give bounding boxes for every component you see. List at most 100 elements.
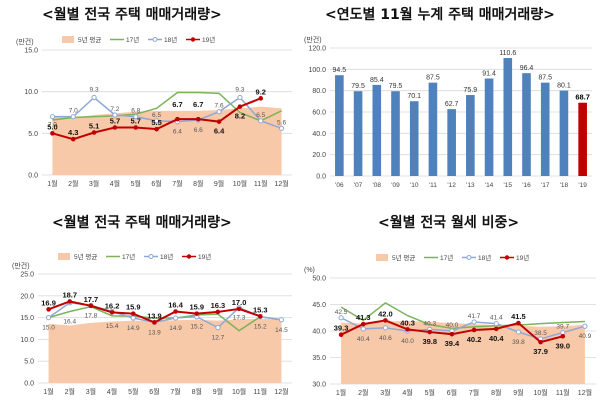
- legend-label: 17년: [126, 35, 139, 44]
- data-label: 15.4: [106, 323, 119, 330]
- y-tick-label: 30.0: [312, 382, 326, 389]
- line-series-18년: [52, 96, 282, 130]
- chart-1-title: <월별 전국 주택 매매거래량>: [42, 7, 222, 23]
- bar-value-label: 79.5: [389, 83, 403, 90]
- bar-'17: [540, 82, 550, 176]
- point-marker: [49, 114, 56, 120]
- x-tick-label: 11월: [253, 387, 267, 396]
- point-marker: [236, 306, 242, 312]
- data-label: 18.7: [62, 290, 77, 299]
- point-marker: [538, 339, 543, 345]
- data-label: 15.9: [126, 303, 141, 312]
- x-tick-label: 3월: [89, 179, 99, 188]
- chart-monthly-transactions-2: (만건) 0.0 5.0 10.0 15.0 20.0 25.0 1월 2월 3월 4월 5월 6월 7월…: [12, 252, 292, 396]
- data-label: 14.9: [127, 325, 140, 332]
- point-marker: [130, 315, 136, 321]
- data-label: 7.2: [110, 106, 119, 113]
- bar-'19: [578, 102, 587, 176]
- y-tick-label: 60.0: [312, 110, 326, 117]
- y-tick-label: 0.0: [24, 381, 34, 388]
- bar-'07: [353, 91, 363, 176]
- data-label: 42.5: [335, 309, 348, 316]
- x-tick-label: 4월: [402, 388, 412, 397]
- bar-'13: [466, 95, 475, 176]
- y-tick-label: 15.0: [20, 315, 34, 322]
- x-tick-label: 12월: [274, 387, 288, 396]
- data-label: 17.0: [232, 298, 247, 307]
- point-marker: [91, 94, 97, 101]
- bar-value-label: 94.5: [333, 67, 347, 74]
- data-label: 5.0: [47, 122, 57, 131]
- y-tick-label: 25.0: [20, 272, 34, 279]
- x-tick-label: 5월: [128, 387, 138, 396]
- data-label: 39.0: [555, 341, 570, 350]
- area-series-5yr-avg: [341, 320, 585, 384]
- data-label: 39.3: [334, 324, 349, 333]
- bar-value-label: 68.7: [575, 93, 590, 102]
- x-tick-label: 6월: [151, 179, 161, 188]
- bar-'14: [484, 78, 494, 176]
- x-tick-label: 10월: [233, 179, 247, 188]
- point-marker: [258, 118, 264, 124]
- x-tick-label: '09: [391, 182, 400, 189]
- data-label: 17.8: [85, 312, 98, 319]
- data-label: 16.4: [63, 318, 76, 325]
- bar-value-label: 70.1: [407, 93, 421, 100]
- y-tick-label: 40.0: [312, 329, 326, 336]
- point-marker: [215, 309, 221, 315]
- point-marker: [516, 320, 521, 326]
- y-tick-label: 45.0: [312, 302, 326, 309]
- point-marker: [45, 315, 52, 321]
- x-tick-label: 5월: [425, 388, 435, 397]
- legend-label: 17년: [122, 252, 135, 261]
- legend-label: 5년 평균: [78, 35, 101, 44]
- data-label: 7.6: [215, 103, 224, 110]
- x-tick-label: '08: [373, 182, 382, 189]
- y-tick-label: 20.0: [312, 152, 326, 159]
- data-label: 40.3: [400, 318, 415, 327]
- chart-yearly-november-cumulative: (만건) 0.0 20.0 40.0 60.0 80.0 100.0 120.0 94.5 '06…: [304, 35, 592, 189]
- chart-4-title: <월별 전국 월세 비중>: [378, 215, 520, 231]
- bar-value-label: 87.5: [426, 75, 440, 82]
- x-tick-label: '11: [429, 182, 437, 189]
- x-tick-label: '14: [485, 182, 494, 189]
- x-tick-label: 2월: [358, 388, 368, 397]
- point-marker: [560, 334, 566, 339]
- point-marker: [67, 299, 73, 304]
- point-marker: [338, 332, 344, 338]
- data-label: 40.2: [467, 335, 482, 344]
- point-marker: [471, 319, 477, 325]
- data-label: 17.7: [84, 295, 99, 304]
- point-marker: [130, 311, 136, 316]
- data-label: 12.7: [212, 335, 225, 342]
- data-label: 5.7: [110, 117, 120, 126]
- point-marker: [112, 112, 118, 118]
- data-label: 38.5: [534, 330, 547, 337]
- x-tick-label: 6월: [447, 388, 457, 397]
- data-label: 37.9: [533, 347, 548, 356]
- legend-label: 19년: [198, 252, 211, 261]
- point-marker: [338, 315, 344, 321]
- x-tick-label: 4월: [107, 387, 117, 396]
- legend-label: 5년 평균: [74, 252, 97, 261]
- legend-label: 17년: [440, 253, 453, 262]
- point-marker: [493, 320, 499, 327]
- point-marker: [237, 104, 243, 109]
- point-marker: [70, 114, 76, 120]
- data-label: 41.7: [468, 313, 481, 320]
- point-marker: [109, 310, 115, 315]
- point-marker: [173, 309, 178, 314]
- x-tick-label: '13: [466, 182, 475, 189]
- x-tick-label: 9월: [214, 179, 224, 188]
- data-label: 9.3: [235, 87, 244, 94]
- data-label: 40.4: [489, 334, 504, 343]
- data-label: 15.0: [42, 325, 55, 332]
- unit-label: (만건): [16, 37, 34, 46]
- point-marker: [471, 327, 477, 333]
- legend-marker: [466, 255, 472, 260]
- bar-'11: [428, 82, 438, 176]
- area-series-5yr-avg: [52, 106, 282, 175]
- point-marker: [153, 118, 160, 124]
- point-marker: [258, 96, 264, 101]
- point-marker: [46, 307, 51, 312]
